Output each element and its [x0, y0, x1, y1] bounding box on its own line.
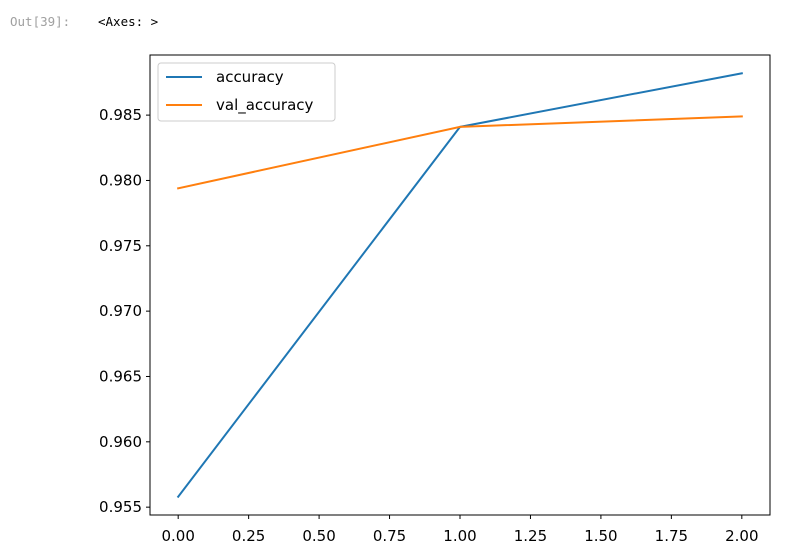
plot-frame	[149, 54, 771, 516]
series-line-accuracy	[176, 72, 743, 499]
axis-ticks: 0.955 0.960 0.965 0.970 0.975 0.980 0.985 0.00 0…	[99, 106, 758, 545]
y-tick-label: 0.985	[99, 106, 142, 124]
x-tick-label: 1.50	[584, 527, 617, 545]
legend-label: accuracy	[216, 68, 284, 86]
output-text: <Axes: >	[98, 14, 159, 29]
series-lines	[176, 72, 743, 499]
x-tick-label: 2.00	[725, 527, 758, 545]
y-tick-label: 0.975	[99, 237, 142, 255]
y-tick-label: 0.965	[99, 367, 142, 385]
legend: accuracy val_accuracy	[157, 62, 336, 122]
x-tick-label: 1.25	[514, 527, 547, 545]
output-prompt: Out[39]:	[10, 14, 71, 29]
y-tick-label: 0.970	[99, 302, 142, 320]
x-tick-label: 0.50	[302, 527, 335, 545]
x-tick-label: 0.75	[373, 527, 406, 545]
series-line-val-accuracy	[176, 115, 743, 190]
y-tick-label: 0.955	[99, 498, 142, 516]
x-tick-label: 0.25	[232, 527, 265, 545]
legend-box	[157, 62, 336, 122]
x-tick-label: 1.75	[655, 527, 688, 545]
y-tick-label: 0.980	[99, 171, 142, 189]
y-tick-label: 0.960	[99, 433, 142, 451]
x-tick-label: 1.00	[443, 527, 476, 545]
x-tick-label: 0.00	[161, 527, 194, 545]
legend-label: val_accuracy	[216, 96, 314, 115]
